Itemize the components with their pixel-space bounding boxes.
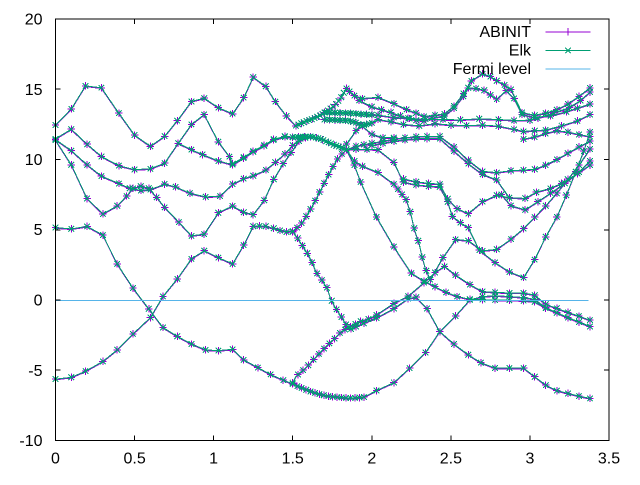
svg-text:3.5: 3.5 [598, 451, 620, 468]
svg-text:10: 10 [25, 152, 43, 169]
svg-text:1: 1 [209, 451, 218, 468]
svg-text:0.5: 0.5 [123, 451, 145, 468]
svg-text:0: 0 [34, 293, 43, 310]
svg-text:Elk: Elk [509, 43, 532, 60]
svg-text:3: 3 [525, 451, 534, 468]
svg-text:2: 2 [367, 451, 376, 468]
svg-text:2.5: 2.5 [440, 451, 462, 468]
svg-text:ABINIT: ABINIT [479, 24, 531, 41]
svg-text:15: 15 [25, 82, 43, 99]
svg-text:Fermi level: Fermi level [453, 61, 531, 78]
svg-text:-5: -5 [28, 363, 42, 380]
svg-text:5: 5 [34, 222, 43, 239]
svg-text:-10: -10 [19, 433, 42, 450]
svg-text:1.5: 1.5 [282, 451, 304, 468]
svg-text:20: 20 [25, 12, 43, 29]
svg-text:0: 0 [51, 451, 60, 468]
